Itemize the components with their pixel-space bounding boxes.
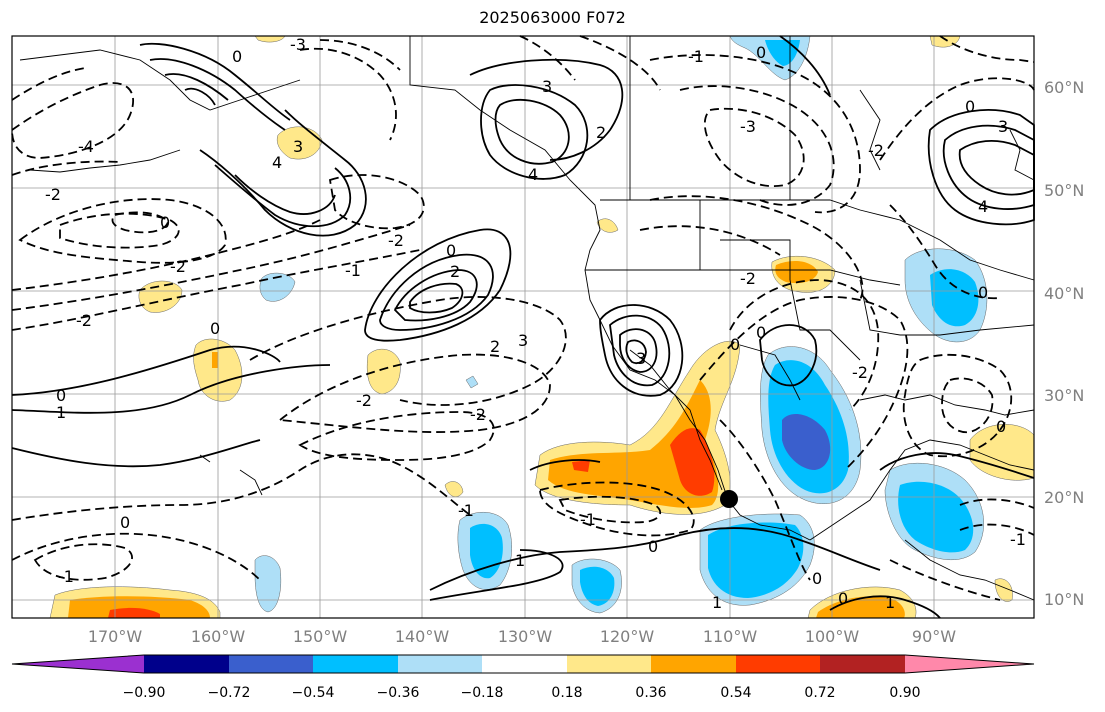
contour-label-2b: 2	[490, 337, 500, 356]
lat-label-30n: 30°N	[1044, 386, 1084, 405]
colorbar-tick: 0.72	[804, 685, 835, 701]
contour-label-0m: 0	[965, 97, 975, 116]
contour-label-neg1d: -1	[580, 510, 596, 529]
solid-contours	[11, 35, 1035, 619]
contour-label-0b: 0	[120, 513, 130, 532]
contour-label-neg1: -1	[58, 567, 74, 586]
colorbar-swatch	[736, 655, 820, 673]
colorbar-swatch	[313, 655, 398, 673]
contour-label-neg1b: -1	[345, 261, 361, 280]
contour-label-neg2d: -2	[388, 231, 404, 250]
contour-label-neg1f: -1	[1010, 530, 1026, 549]
contour-label-neg2: -2	[170, 257, 186, 276]
contour-label-1d: 1	[885, 593, 895, 612]
contour-label-1b: 1	[515, 551, 525, 570]
contour-label-0: 0	[56, 386, 66, 405]
colorbar-tick: 0.18	[551, 685, 582, 701]
colorbar-tick: 0.36	[635, 685, 666, 701]
contour-label-3d: 3	[636, 349, 646, 368]
contour-label-0h: 0	[812, 569, 822, 588]
contour-label-0o: 0	[978, 283, 988, 302]
lon-label-90w: 90°W	[912, 627, 956, 646]
colorbar-swatch	[144, 655, 229, 673]
graticule	[12, 36, 1034, 618]
colorbar-tick: 0.54	[720, 685, 751, 701]
contour-label-neg2b: -2	[76, 311, 92, 330]
colorbar-extend-high	[905, 655, 1034, 673]
colorbar-tick: −0.18	[461, 685, 504, 701]
lat-label-50n: 50°N	[1044, 181, 1084, 200]
colorbar-swatch	[820, 655, 905, 673]
contour-label-0f: 0	[446, 241, 456, 260]
lon-label-150w: 150°W	[293, 627, 348, 646]
dashed-contours	[11, 35, 1035, 601]
tropical-cyclone-marker	[720, 490, 738, 508]
lat-label-20n: 20°N	[1044, 488, 1084, 507]
colorbar: −0.90 −0.72 −0.54 −0.36 −0.18 0.18 0.36 …	[11, 654, 1035, 701]
contour-label-4: 4	[272, 153, 282, 172]
colorbar-tick: 0.90	[889, 685, 920, 701]
contour-label-4b: 4	[528, 165, 538, 184]
contour-label-3b: 3	[518, 331, 528, 350]
contour-label-0j: 0	[756, 43, 766, 62]
lat-label-40n: 40°N	[1044, 284, 1084, 303]
contour-label-neg3: -3	[290, 35, 306, 54]
map-area: 0 1 0 -1 0 -2 -2 0 -4 -2 3 4 -3 0 -1 -2 …	[11, 35, 1035, 619]
longitude-labels: 170°W 160°W 150°W 140°W 130°W 120°W 110°…	[88, 627, 956, 646]
contour-label-neg2c: -2	[45, 185, 61, 204]
contour-label-1: 1	[56, 403, 66, 422]
contour-label-neg1c: -1	[458, 501, 474, 520]
contour-label-3: 3	[293, 137, 303, 156]
contour-label-neg2g: -2	[740, 269, 756, 288]
lon-label-110w: 110°W	[703, 627, 758, 646]
contour-label-4c: 4	[978, 197, 988, 216]
latitude-labels: 60°N 50°N 40°N 30°N 20°N 10°N	[1044, 78, 1084, 609]
colorbar-swatch	[398, 655, 482, 673]
colorbar-tick: −0.36	[377, 685, 420, 701]
contour-label-0n: 0	[996, 417, 1006, 436]
colorbar-extend-low	[12, 655, 144, 673]
colorbar-swatch	[229, 655, 313, 673]
colorbar-tick: −0.72	[208, 685, 251, 701]
contour-label-0k: 0	[756, 323, 766, 342]
contour-label-neg2i: -2	[852, 363, 868, 382]
colorbar-tick: −0.54	[292, 685, 335, 701]
lat-label-10n: 10°N	[1044, 590, 1084, 609]
contour-label-neg1e: -1	[688, 47, 704, 66]
lon-label-140w: 140°W	[395, 627, 450, 646]
lat-label-60n: 60°N	[1044, 78, 1084, 97]
positive-anomaly-fills	[49, 35, 1035, 619]
colorbar-tick: −0.90	[123, 685, 166, 701]
colorbar-ticks: −0.90 −0.72 −0.54 −0.36 −0.18 0.18 0.36 …	[123, 685, 921, 701]
contour-label-0g: 0	[648, 537, 658, 556]
contour-label-neg4: -4	[78, 137, 94, 156]
lon-label-100w: 100°W	[805, 627, 860, 646]
lon-label-130w: 130°W	[498, 627, 553, 646]
lon-label-120w: 120°W	[600, 627, 655, 646]
contour-label-0c: 0	[160, 213, 170, 232]
contour-label-0l: 0	[730, 335, 740, 354]
contour-label-0i: 0	[838, 589, 848, 608]
contour-label-neg3b: -3	[740, 117, 756, 136]
colorbar-swatch	[482, 655, 567, 673]
contour-label-neg2e: -2	[356, 391, 372, 410]
contour-label-0e: 0	[232, 47, 242, 66]
colorbar-swatch	[651, 655, 736, 673]
contour-label-0d: 0	[210, 319, 220, 338]
contour-label-neg2h: -2	[868, 141, 884, 160]
contour-label-3c: 3	[542, 77, 552, 96]
lon-label-160w: 160°W	[191, 627, 246, 646]
contour-label-3e: 3	[998, 117, 1008, 136]
map-title: 2025063000 F072	[479, 8, 626, 27]
contour-label-neg2f: -2	[470, 405, 486, 424]
contour-label-1c: 1	[712, 593, 722, 612]
colorbar-swatch	[567, 655, 651, 673]
contour-labels: 0 1 0 -1 0 -2 -2 0 -4 -2 3 4 -3 0 -1 -2 …	[45, 35, 1026, 612]
lon-label-170w: 170°W	[88, 627, 143, 646]
contour-label-2: 2	[450, 262, 460, 281]
contour-label-2c: 2	[596, 123, 606, 142]
